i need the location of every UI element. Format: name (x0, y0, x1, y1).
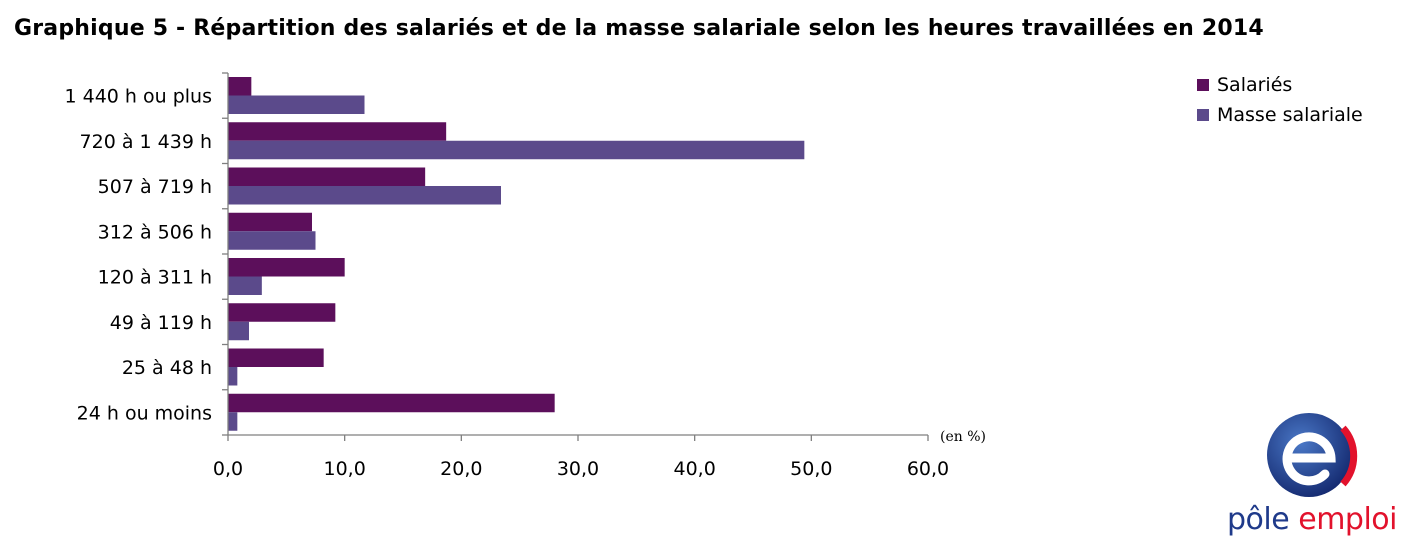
x-tick-label-0: 0,0 (213, 458, 243, 480)
bar-masse-salariale-720-a-1-439-h (228, 140, 805, 160)
legend-label-salaries: Salariés (1217, 74, 1293, 96)
bar-masse-salariale-49-a-119-h (228, 321, 249, 341)
bar-salaries-25-a-48-h (228, 348, 324, 367)
legend-item-salaries: Salariés (1197, 70, 1363, 100)
logo-wordmark: pôle emploi (1227, 502, 1397, 537)
x-tick-label-5: 50,0 (790, 458, 832, 480)
bar-masse-salariale-1-440-h-ou-plus (228, 95, 365, 114)
bar-salaries-312-a-506-h (228, 212, 312, 232)
category-label-312-a-506-h: 312 à 506 h (98, 221, 212, 243)
category-label-507-a-719-h: 507 à 719 h (98, 176, 212, 198)
legend-label-masse-salariale: Masse salariale (1217, 104, 1363, 126)
chart-title: Graphique 5 - Répartition des salariés e… (14, 16, 1264, 41)
bar-salaries-507-a-719-h (228, 167, 426, 186)
pole-emploi-logo-icon (1267, 413, 1358, 497)
bar-masse-salariale-507-a-719-h (228, 186, 501, 205)
bar-salaries-24-h-ou-moins (228, 393, 555, 413)
bar-masse-salariale-25-a-48-h (228, 367, 238, 386)
legend: Salariés Masse salariale (1197, 70, 1363, 130)
category-label-720-a-1-439-h: 720 à 1 439 h (80, 131, 212, 153)
x-tick-label-1: 10,0 (324, 458, 366, 480)
category-label-120-a-311-h: 120 à 311 h (98, 267, 212, 289)
category-label-25-a-48-h: 25 à 48 h (122, 357, 212, 379)
legend-swatch-salaries (1197, 79, 1209, 91)
unit-label: (en %) (940, 429, 986, 445)
category-label-24-h-ou-moins: 24 h ou moins (77, 402, 212, 424)
bar-masse-salariale-24-h-ou-moins (228, 412, 238, 431)
bar-salaries-120-a-311-h (228, 258, 345, 277)
category-label-1-440-h-ou-plus: 1 440 h ou plus (64, 86, 212, 108)
bar-salaries-49-a-119-h (228, 303, 336, 322)
bar-masse-salariale-312-a-506-h (228, 231, 316, 250)
bar-salaries-1-440-h-ou-plus (228, 77, 252, 96)
category-label-49-a-119-h: 49 à 119 h (110, 312, 212, 334)
x-tick-label-2: 20,0 (440, 458, 482, 480)
x-tick-label-3: 30,0 (557, 458, 599, 480)
legend-swatch-masse-salariale (1197, 109, 1209, 121)
x-tick-label-4: 40,0 (674, 458, 716, 480)
logo-word-pole: pôle (1227, 502, 1290, 537)
x-tick-label-6: 60,0 (907, 458, 949, 480)
bar-salaries-720-a-1-439-h (228, 122, 447, 141)
logo-word-emploi: emploi (1298, 502, 1397, 537)
bar-masse-salariale-120-a-311-h (228, 276, 262, 295)
legend-item-masse-salariale: Masse salariale (1197, 100, 1363, 130)
